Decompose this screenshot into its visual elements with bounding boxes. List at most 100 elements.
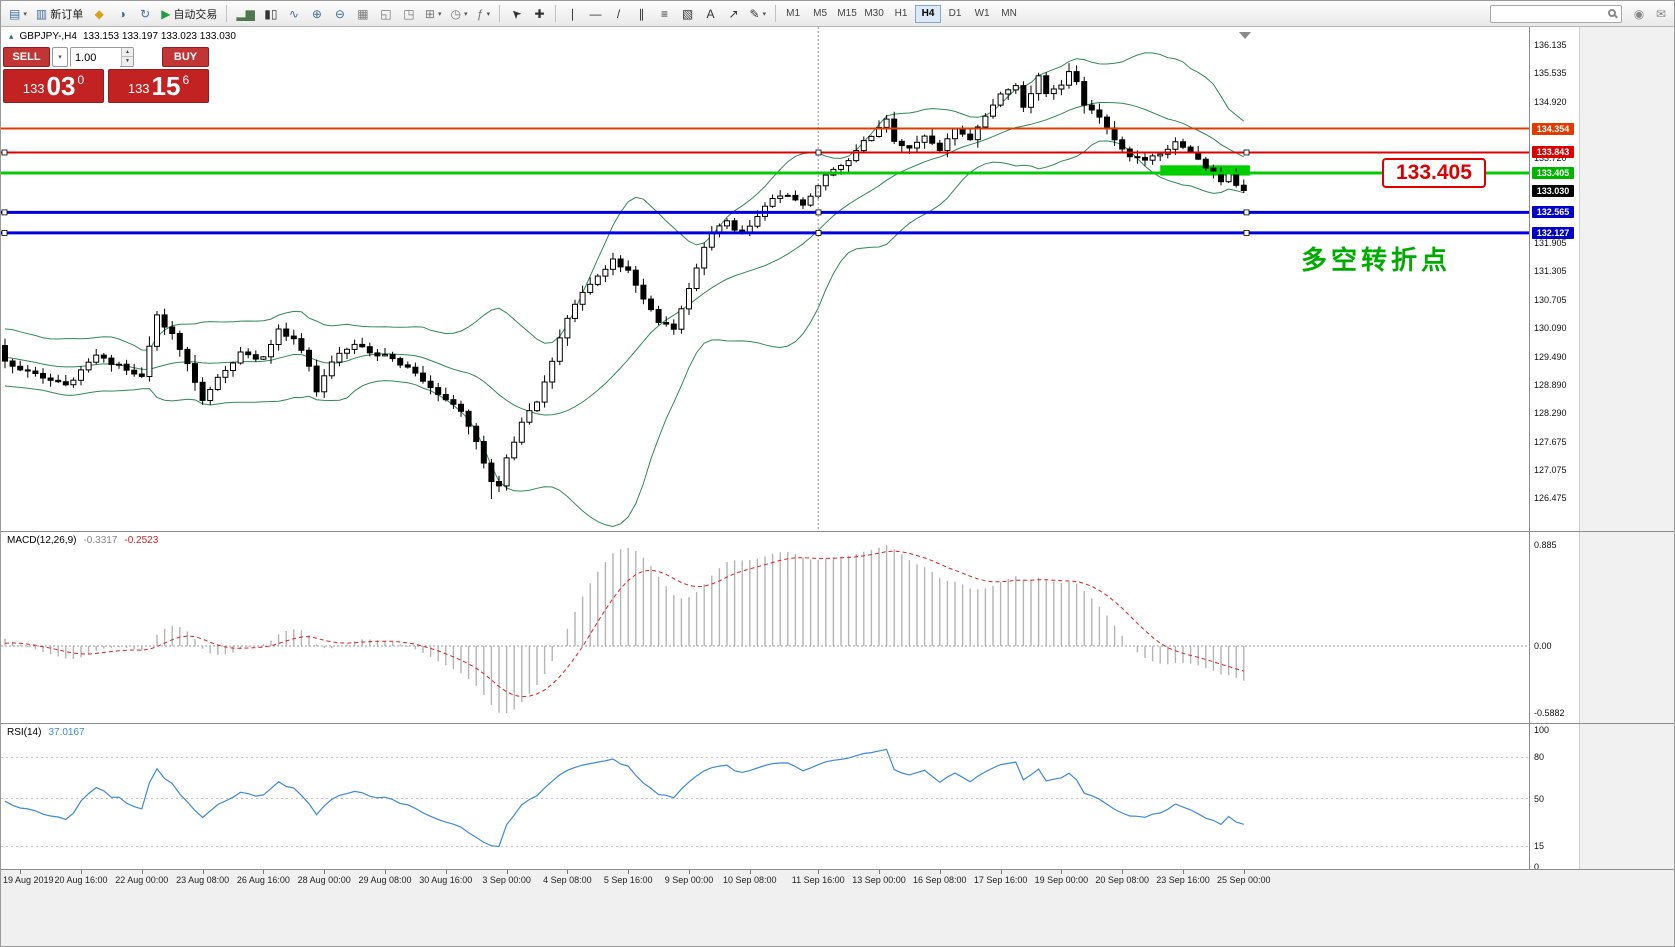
- alerts-button[interactable]: ◉: [1628, 4, 1650, 24]
- toolbar-separator: [499, 5, 501, 22]
- main-chart-panel[interactable]: ▴ GBPJPY-,H4 133.153 133.197 133.023 133…: [1, 27, 1529, 531]
- search-box: [1490, 4, 1622, 23]
- line-handle[interactable]: [815, 149, 822, 156]
- sell-price-display[interactable]: 133 03 0: [3, 69, 104, 103]
- timeframe-h1-button[interactable]: H1: [888, 5, 914, 23]
- timeframe-m5-button[interactable]: M5: [807, 5, 833, 23]
- cursor-button[interactable]: ➤: [505, 4, 527, 24]
- new-order-panel-button[interactable]: ⊞ ▾: [421, 4, 446, 24]
- price-tag-132.565: 132.565: [1532, 206, 1574, 219]
- line-handle[interactable]: [1, 229, 8, 236]
- time-label: 10 Sep 08:00: [723, 875, 777, 885]
- candle: [100, 352, 107, 363]
- candle: [1043, 72, 1050, 97]
- search-input[interactable]: [1491, 8, 1601, 23]
- shapes-tool-button[interactable]: ▧: [676, 4, 698, 24]
- candle: [944, 133, 951, 158]
- time-tick-mark: [20, 870, 22, 874]
- chart-candles-button[interactable]: ▮▯: [260, 4, 282, 24]
- text-tool-icon: A: [706, 6, 715, 21]
- candle: [1028, 85, 1034, 114]
- time-tick-mark: [202, 870, 204, 874]
- timeframe-m30-button[interactable]: M30: [861, 5, 887, 23]
- chart-bars-button[interactable]: ▂▆: [232, 4, 258, 24]
- tile-windows-button[interactable]: ▦: [352, 4, 374, 24]
- arrange-windows-button[interactable]: ◳: [398, 4, 420, 24]
- timeframe-m15-button[interactable]: M15: [834, 5, 860, 23]
- cascade-windows-button[interactable]: ◱: [375, 4, 397, 24]
- vline-tool-button[interactable]: ∣: [561, 4, 583, 24]
- refresh-button[interactable]: ↻: [134, 4, 156, 24]
- timeframe-m1-button[interactable]: M1: [780, 5, 806, 23]
- new-chart-button[interactable]: ▤ ▾: [5, 4, 31, 24]
- channel-tool-button[interactable]: ∥: [630, 4, 652, 24]
- metaeditor-button[interactable]: ◆: [88, 4, 110, 24]
- chart-line-button[interactable]: ∿: [283, 4, 305, 24]
- candle: [458, 400, 464, 417]
- candle: [777, 190, 784, 203]
- volume-increase-icon[interactable]: ▲: [121, 48, 133, 57]
- line-handle[interactable]: [1, 209, 8, 216]
- line-handle[interactable]: [1243, 149, 1250, 156]
- hline-tool-button[interactable]: ―: [584, 4, 606, 24]
- scale-tick-label: 15: [1534, 841, 1545, 852]
- price-scale[interactable]: 136.135 135.535 134.920 133.720 131.905 131.3…: [1529, 27, 1579, 872]
- timeframe-w1-button[interactable]: W1: [969, 5, 995, 23]
- buy-button[interactable]: BUY: [162, 47, 209, 67]
- scale-tick-label: 50: [1534, 793, 1545, 804]
- timeframe-h4-button[interactable]: H4: [915, 4, 942, 23]
- panel-divider-rsi[interactable]: [1, 723, 1674, 724]
- candle: [1050, 85, 1057, 100]
- timeframe-d1-button[interactable]: D1: [942, 5, 968, 23]
- price-tag-132.127: 132.127: [1532, 226, 1574, 239]
- candle: [648, 295, 654, 312]
- volume-field: ▲ ▼: [70, 47, 134, 67]
- candle: [708, 226, 715, 251]
- chart-annotation-text[interactable]: 多空转折点: [1301, 245, 1452, 275]
- sell-button[interactable]: SELL: [3, 47, 50, 67]
- candle: [268, 339, 274, 364]
- period-dropdown-button[interactable]: ◷ ▾: [446, 4, 471, 24]
- panel-divider-macd[interactable]: [1, 531, 1674, 532]
- trendline-tool-button[interactable]: /: [607, 4, 629, 24]
- vline-tool-icon: ∣: [569, 6, 576, 21]
- order-type-dropdown[interactable]: ▾: [52, 47, 68, 67]
- macd-panel[interactable]: MACD(12,26,9) -0.3317 -0.2523: [1, 531, 1529, 723]
- auto-trading-button[interactable]: ▶ 自动交易: [157, 4, 221, 24]
- zoom-in-icon: ⊕: [311, 6, 322, 21]
- line-handle[interactable]: [1243, 229, 1250, 236]
- line-handle[interactable]: [815, 229, 822, 236]
- crosshair-button[interactable]: ✚: [528, 4, 550, 24]
- draw-dropdown-button[interactable]: ✎ ▾: [745, 4, 770, 24]
- buy-price-display[interactable]: 133 15 6: [108, 69, 209, 103]
- time-label: 16 Sep 08:00: [913, 875, 967, 885]
- line-handle[interactable]: [815, 209, 822, 216]
- time-axis[interactable]: 19 Aug 2019 20 Aug 16:00 22 Aug 00:00 23 Au…: [1, 869, 1674, 891]
- zoom-out-button[interactable]: ⊖: [329, 4, 351, 24]
- timeframe-mn-button[interactable]: MN: [996, 5, 1022, 23]
- zoom-in-button[interactable]: ⊕: [306, 4, 328, 24]
- new-order-button[interactable]: ▥ 新订单: [32, 4, 87, 24]
- macd-value-main: -0.3317: [83, 535, 118, 546]
- arrow-tool-button[interactable]: ↗: [722, 4, 744, 24]
- candle: [860, 136, 867, 153]
- price-callout-label[interactable]: 133.405: [1382, 158, 1486, 188]
- text-tool-button[interactable]: A: [699, 4, 721, 24]
- fibonacci-tool-button[interactable]: ≡: [653, 4, 675, 24]
- indicators-dropdown-button[interactable]: ƒ ▾: [472, 4, 494, 24]
- line-handle[interactable]: [1, 149, 8, 156]
- support-zone-rect[interactable]: [1160, 165, 1250, 176]
- chat-button[interactable]: ✉: [1650, 4, 1672, 24]
- search-icon[interactable]: [1608, 8, 1616, 17]
- rsi-panel[interactable]: RSI(14) 37.0167: [1, 723, 1529, 869]
- autoscroll-marker-icon[interactable]: [1239, 32, 1251, 39]
- volume-input[interactable]: [71, 49, 120, 67]
- volume-decrease-icon[interactable]: ▼: [121, 57, 133, 66]
- line-handle[interactable]: [1243, 209, 1250, 216]
- price-tag-134.354: 134.354: [1532, 122, 1574, 135]
- profile-button[interactable]: ◑: [111, 4, 133, 24]
- main-chart-canvas[interactable]: [1, 27, 1529, 531]
- timeframe-group: M1 M5 M15 M30 H1 H4 D1 W1 MN: [780, 4, 1022, 23]
- macd-label: MACD(12,26,9) -0.3317 -0.2523: [7, 535, 158, 546]
- candle: [769, 194, 776, 208]
